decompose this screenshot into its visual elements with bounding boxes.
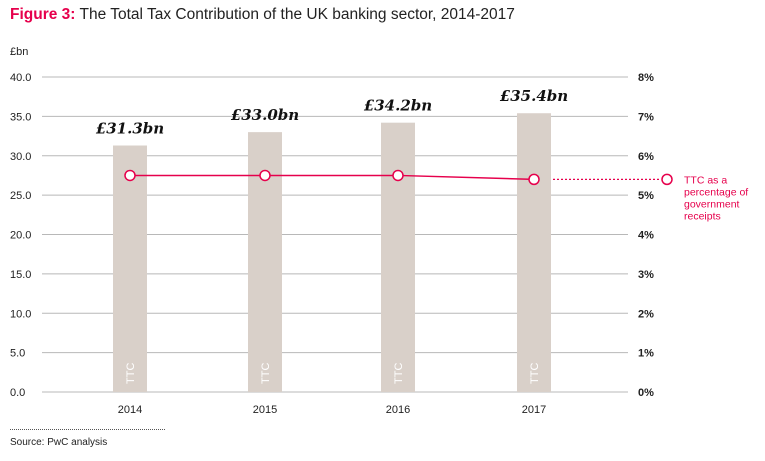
y2-axis-ticks: 0% 1% 2% 3% 4% 5% 6% 7% 8% — [638, 72, 654, 399]
y-tick-label: 0.0 — [10, 387, 25, 399]
bar-inner-label: TTC — [260, 363, 272, 384]
y2-tick-label: 2% — [638, 308, 654, 320]
percentage-line — [124, 169, 540, 186]
y-axis-label: £bn — [10, 46, 28, 58]
y2-tick-label: 5% — [638, 190, 654, 202]
bar-value-label: £31.3bn — [96, 120, 164, 138]
source-note: Source: PwC analysis — [10, 437, 108, 448]
bar-inner-label: TTC — [529, 363, 541, 384]
x-axis-ticks: 2014 2015 2016 2017 — [118, 404, 546, 416]
bar-value-label: £33.0bn — [231, 106, 299, 124]
y-tick-label: 5.0 — [10, 348, 25, 360]
bar-inner-label: TTC — [125, 363, 137, 384]
y2-tick-label: 0% — [638, 387, 654, 399]
bars: £31.3bn TTC £33.0bn TTC £34.2bn TTC £35.4bn TTC — [96, 87, 568, 393]
y-tick-label: 30.0 — [10, 151, 31, 163]
y2-tick-label: 1% — [638, 348, 654, 360]
bar-inner-label: TTC — [393, 363, 405, 384]
y2-tick-label: 4% — [638, 230, 654, 242]
legend-marker — [661, 173, 673, 186]
y-tick-label: 15.0 — [10, 269, 31, 281]
percentage-line-path — [130, 174, 535, 181]
x-tick-label: 2014 — [118, 404, 142, 416]
percentage-point — [259, 169, 271, 182]
x-tick-label: 2017 — [522, 404, 546, 416]
y-tick-label: 25.0 — [10, 190, 31, 202]
percentage-point — [124, 169, 136, 182]
y-tick-label: 35.0 — [10, 111, 31, 123]
y-tick-label: 40.0 — [10, 72, 31, 84]
bar — [381, 122, 415, 393]
y-tick-label: 20.0 — [10, 230, 31, 242]
bar-value-label: £34.2bn — [364, 97, 432, 115]
y2-tick-label: 3% — [638, 269, 654, 281]
legend-label: government — [684, 198, 740, 210]
percentage-point — [528, 173, 540, 186]
y2-tick-label: 8% — [638, 72, 654, 84]
y2-tick-label: 7% — [638, 111, 654, 123]
percentage-point — [392, 169, 404, 182]
y-axis-ticks: 0.0 5.0 10.0 15.0 20.0 25.0 30.0 35.0 40.0 — [10, 72, 31, 399]
source-divider — [10, 429, 165, 430]
bar — [113, 145, 147, 392]
figure-label: Figure 3: — [10, 6, 76, 23]
bar — [517, 113, 551, 392]
legend-label: receipts — [684, 210, 721, 222]
legend-label: TTC as a — [684, 174, 727, 186]
y2-tick-label: 6% — [638, 151, 654, 163]
legend-label: percentage of — [684, 186, 748, 198]
chart-title: Figure 3: The Total Tax Contribution of … — [10, 6, 515, 24]
y-tick-label: 10.0 — [10, 308, 31, 320]
figure-title: The Total Tax Contribution of the UK ban… — [79, 6, 515, 23]
x-tick-label: 2015 — [253, 404, 277, 416]
x-tick-label: 2016 — [386, 404, 410, 416]
bar-value-label: £35.4bn — [500, 87, 568, 105]
